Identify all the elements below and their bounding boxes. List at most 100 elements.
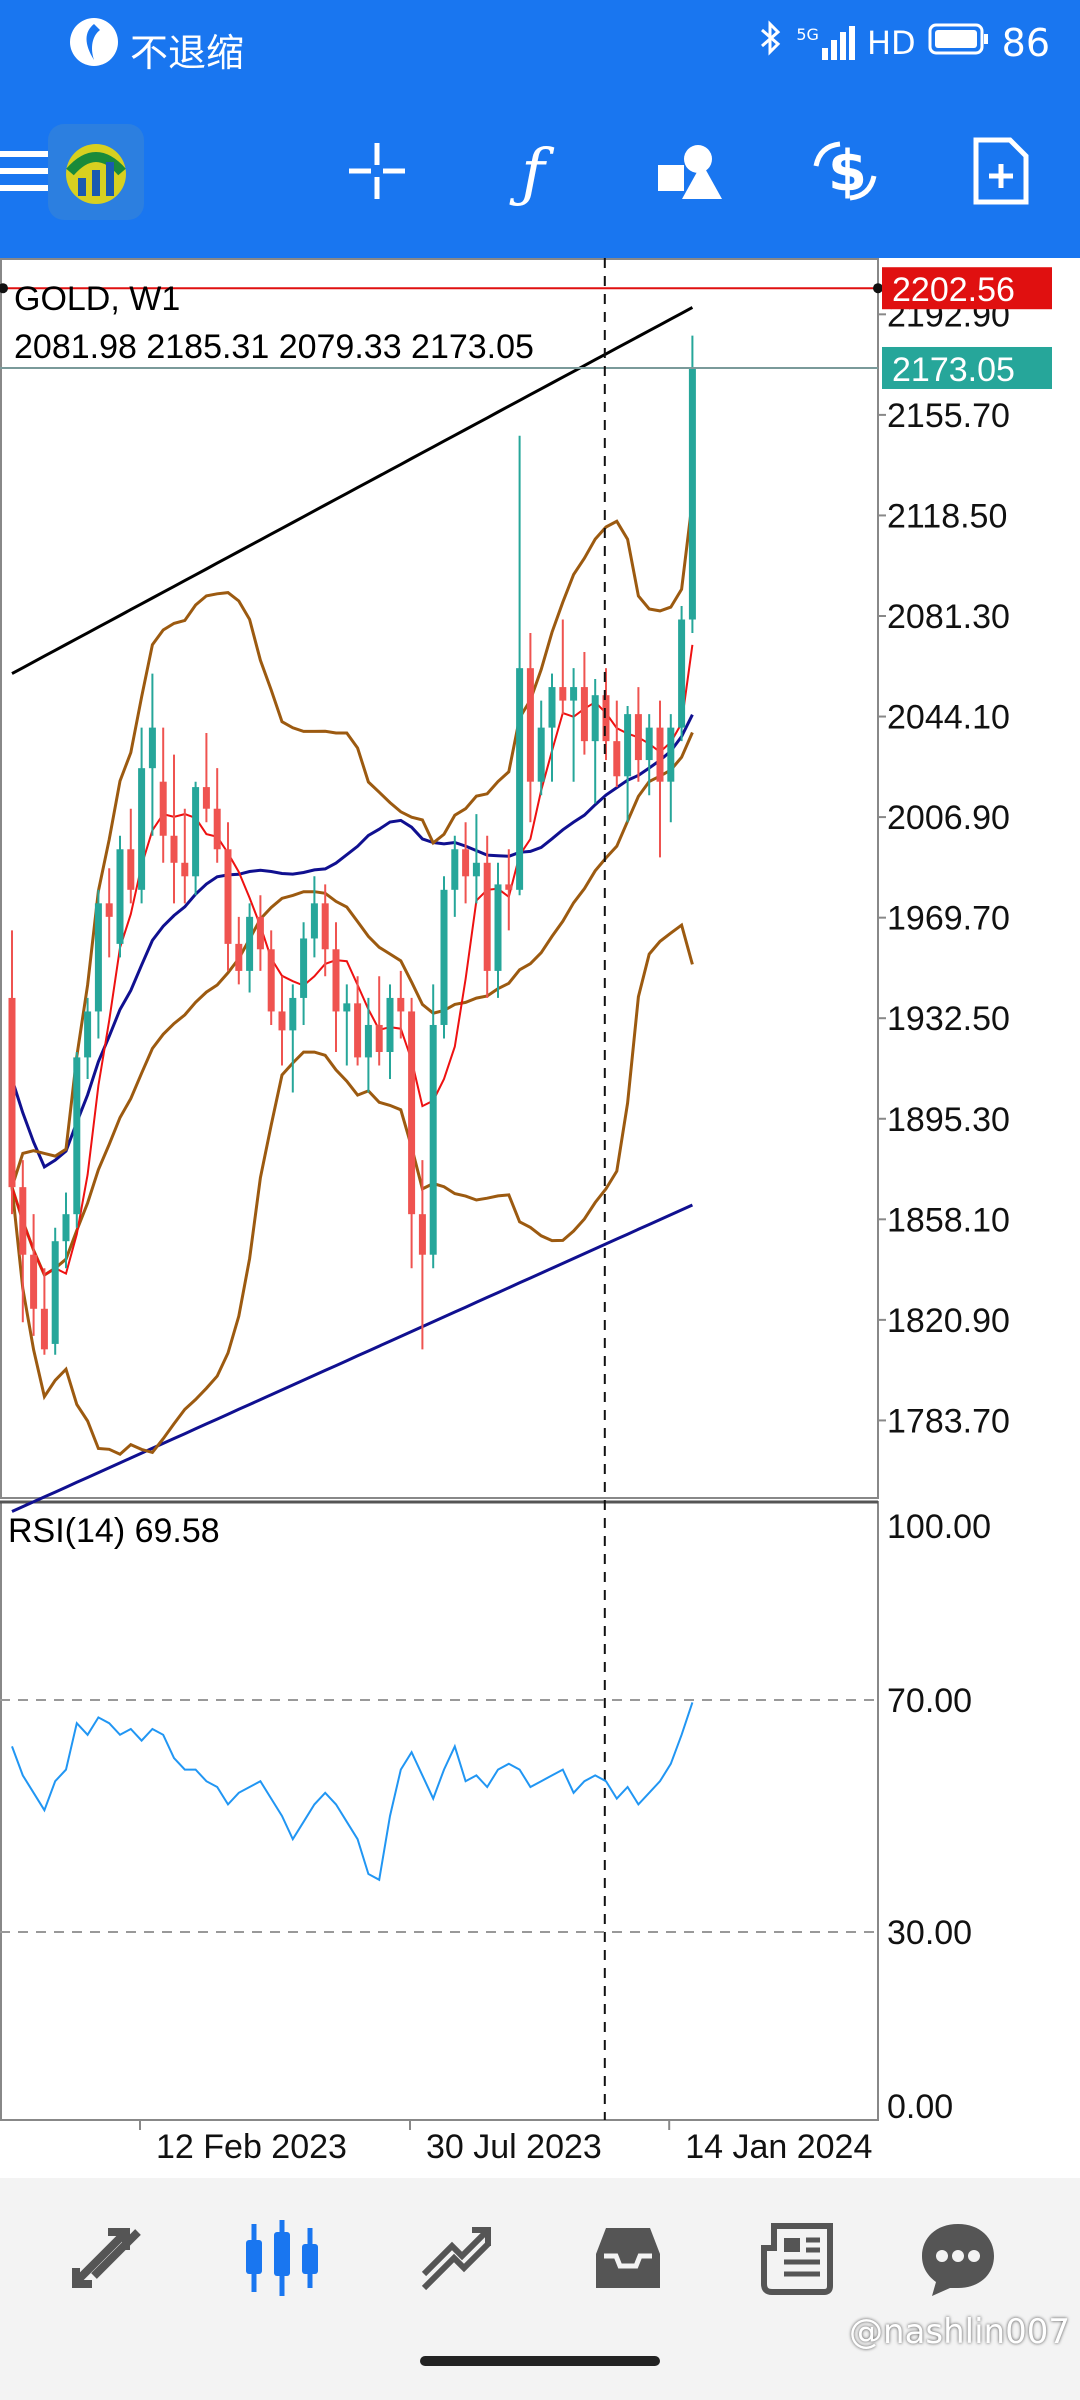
menu-button[interactable] — [0, 128, 70, 218]
rsi-axis-label: 70.00 — [887, 1682, 972, 1720]
new-order-icon — [972, 136, 1030, 211]
price-axis-label: 2081.30 — [887, 598, 1010, 636]
price-axis-label: 2118.50 — [887, 497, 1007, 535]
chart-area[interactable]: 2192.90 2155.70 2118.50 2081.30 2044.10 2006.… — [0, 258, 1080, 2178]
trade-nav-icon — [416, 2218, 496, 2303]
trade-button[interactable]: $ — [800, 128, 890, 218]
crosshair-button[interactable] — [332, 128, 422, 218]
candle-body — [516, 668, 524, 890]
candle-body — [462, 849, 470, 877]
nav-chat[interactable] — [908, 2210, 1008, 2310]
rsi-plot-frame — [0, 1501, 879, 2121]
candle-body — [51, 1241, 59, 1344]
candle-body — [678, 619, 686, 728]
candle-body — [289, 997, 297, 1031]
status-icons: 5G HD 86 — [758, 20, 1050, 65]
candle-body — [667, 727, 675, 782]
main-plot-frame — [0, 258, 879, 1499]
candle-body — [494, 884, 502, 971]
nav-chart[interactable] — [232, 2210, 332, 2310]
ma-blue-lower-line — [11, 1203, 694, 1513]
rsi-axis-label: 30.00 — [887, 1914, 972, 1952]
trade-icon: $ — [806, 136, 884, 211]
bollinger-upper-line — [10, 500, 694, 1188]
bid-line-handle-right — [873, 283, 883, 294]
ma-red-line — [11, 644, 694, 1277]
crosshair-icon — [345, 139, 409, 208]
candle-body — [505, 884, 513, 890]
objects-button[interactable] — [644, 128, 734, 218]
menu-icon — [0, 149, 50, 198]
candle-body — [343, 1003, 351, 1012]
price-axis-label: 1895.30 — [887, 1101, 1010, 1139]
nav-news[interactable] — [748, 2210, 848, 2310]
candle-body — [148, 727, 156, 769]
nav-quotes[interactable] — [58, 2210, 158, 2310]
candle-body — [181, 862, 189, 877]
symbol-title: GOLD, W1 — [14, 280, 181, 318]
candle-body — [537, 727, 545, 782]
history-icon — [588, 2218, 668, 2303]
rsi-axis-label: 100.00 — [887, 1508, 991, 1546]
status-app-label: 不退缩 — [130, 31, 245, 75]
date-axis-label: 12 Feb 2023 — [156, 2128, 347, 2166]
indicators-button[interactable]: ƒ — [488, 128, 578, 218]
candle-body — [580, 687, 588, 742]
bid-line-handle-left — [0, 283, 8, 294]
battery-icon — [928, 21, 990, 65]
candle-body — [559, 687, 567, 701]
candle-body — [483, 862, 491, 971]
new-order-button[interactable] — [956, 128, 1046, 218]
signal-icon: 5G — [796, 25, 855, 60]
battery-level: 86 — [1001, 20, 1050, 65]
quotes-icon — [68, 2218, 148, 2303]
candle-body — [62, 1214, 70, 1242]
candle-body — [105, 903, 113, 917]
watermark: @nashlin007 — [849, 2312, 1070, 2352]
candle-body — [613, 741, 621, 777]
bid-price-tag — [882, 267, 1052, 310]
rsi-axis-label: 0.00 — [887, 2088, 953, 2126]
candle-body — [386, 997, 394, 1052]
chart-svg[interactable]: 2192.902155.702118.502081.302044.102006.… — [0, 258, 1080, 2178]
date-axis-label: 30 Jul 2023 — [426, 2128, 602, 2166]
candle-body — [602, 695, 610, 742]
home-indicator[interactable] — [420, 2356, 660, 2366]
price-axis-label: 1783.70 — [887, 1402, 1010, 1440]
bollinger-middle-line — [10, 731, 694, 1278]
candle-body — [332, 949, 340, 1012]
price-axis-label: 1858.10 — [887, 1201, 1010, 1239]
candle-body — [634, 714, 642, 761]
candle-body — [526, 668, 534, 782]
candle-body — [8, 997, 16, 1188]
candle-body — [84, 1011, 92, 1058]
candle-body — [213, 808, 221, 850]
candle-body — [397, 997, 405, 1012]
candle-body — [170, 835, 178, 863]
candle-body — [570, 687, 578, 701]
candle-body — [310, 903, 318, 939]
candle-body — [548, 687, 556, 728]
candle-body — [321, 903, 329, 950]
candle-body — [192, 787, 200, 877]
news-icon — [758, 2218, 838, 2303]
ma-blue-line — [10, 714, 694, 1170]
candle-body — [256, 916, 264, 950]
rsi-label: RSI(14) 69.58 — [8, 1512, 220, 1550]
candle-body — [440, 889, 448, 1025]
nav-trade[interactable] — [406, 2210, 506, 2310]
nav-history[interactable] — [578, 2210, 678, 2310]
candle-body — [224, 849, 232, 944]
current-price-label: 2173.05 — [892, 351, 1015, 389]
candle-body — [354, 1003, 362, 1058]
candle-body — [127, 849, 135, 890]
chart-icon — [240, 2218, 324, 2303]
mt4-logo — [48, 124, 144, 220]
candle-body — [94, 903, 102, 1012]
price-axis-label: 1932.50 — [887, 1000, 1010, 1038]
candle-body — [159, 781, 167, 836]
candle-body — [408, 1011, 416, 1215]
hd-label: HD — [866, 23, 916, 62]
candle-body — [202, 787, 210, 809]
candle-body — [235, 943, 243, 971]
